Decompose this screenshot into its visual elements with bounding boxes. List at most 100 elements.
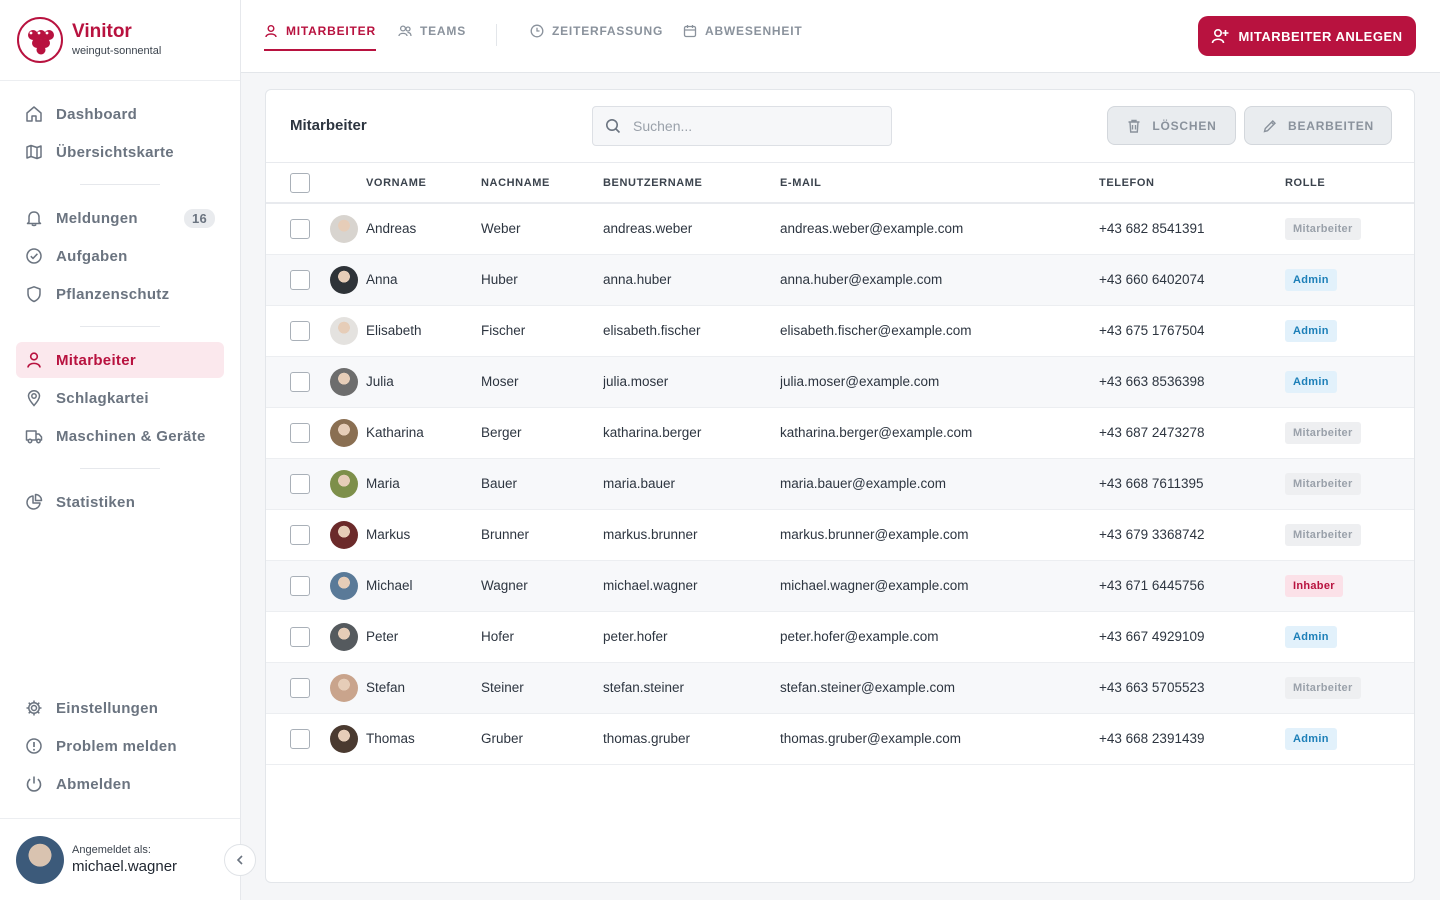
sidebar-item-meldungen[interactable]: Meldungen 16 <box>16 200 224 236</box>
search-box[interactable] <box>592 106 892 146</box>
sidebar-item-mitarbeiter[interactable]: Mitarbeiter <box>16 342 224 378</box>
table-row[interactable]: Anna Huber anna.huber anna.huber@example.co… <box>266 254 1414 305</box>
user-icon <box>25 351 43 369</box>
edit-button[interactable]: BEARBEITEN <box>1244 106 1392 145</box>
sidebar-item-aufgaben[interactable]: Aufgaben <box>16 238 224 274</box>
avatar <box>330 265 358 294</box>
sidebar-item-label: Problem melden <box>56 737 177 755</box>
sidebar-item-label: Übersichtskarte <box>56 143 174 161</box>
select-all-checkbox[interactable] <box>290 172 310 193</box>
sidebar-item-maschinen-geräte[interactable]: Maschinen & Geräte <box>16 418 224 454</box>
row-checkbox[interactable] <box>290 269 310 290</box>
employees-table: VORNAME NACHNAME BENUTZERNAME E-MAIL TEL… <box>266 163 1414 765</box>
tab-label: ABWESENHEIT <box>705 24 803 38</box>
username-cell: stefan.steiner <box>603 680 685 695</box>
users-icon <box>398 24 412 38</box>
sidebar-item-problem-melden[interactable]: Problem melden <box>16 728 224 764</box>
delete-button[interactable]: LÖSCHEN <box>1107 106 1236 145</box>
row-checkbox[interactable] <box>290 728 310 749</box>
sidebar-item-label: Meldungen <box>56 209 138 227</box>
sidebar-item-statistiken[interactable]: Statistiken <box>16 484 224 520</box>
sidebar-item-label: Maschinen & Geräte <box>56 427 206 445</box>
search-icon <box>605 118 621 134</box>
edit-label: BEARBEITEN <box>1287 118 1374 133</box>
sidebar-item-pflanzenschutz[interactable]: Pflanzenschutz <box>16 276 224 312</box>
table-row[interactable]: Peter Hofer peter.hofer peter.hofer@example… <box>266 611 1414 662</box>
table-header-row: VORNAME NACHNAME BENUTZERNAME E-MAIL TEL… <box>266 163 1414 203</box>
column-header-telefon[interactable]: TELEFON <box>1099 176 1155 189</box>
username-cell: maria.bauer <box>603 476 676 491</box>
tab-zeiterfassung[interactable]: ZEITERFASSUNG <box>530 24 663 51</box>
column-header-benutzername[interactable]: BENUTZERNAME <box>603 176 703 189</box>
phone-cell: +43 671 6445756 <box>1099 578 1205 593</box>
last-name-cell: Moser <box>481 374 519 389</box>
first-name-cell: Anna <box>366 272 398 287</box>
column-header-vorname[interactable]: VORNAME <box>366 176 427 189</box>
sidebar-item-übersichtskarte[interactable]: Übersichtskarte <box>16 134 224 170</box>
role-badge: Mitarbeiter <box>1285 217 1361 240</box>
row-checkbox[interactable] <box>290 524 310 545</box>
top-bar: MITARBEITER TEAMS ZEITERFASSUNG ABWESENH… <box>241 0 1440 73</box>
brand[interactable]: Vinitor weingut-sonnental <box>0 0 240 81</box>
table-row[interactable]: Thomas Gruber thomas.gruber thomas.gruber@e… <box>266 713 1414 764</box>
email-cell: elisabeth.fischer@example.com <box>780 323 972 338</box>
row-checkbox[interactable] <box>290 422 310 443</box>
row-checkbox[interactable] <box>290 575 310 596</box>
avatar <box>16 835 64 884</box>
table-row[interactable]: Andreas Weber andreas.weber andreas.weber@e… <box>266 203 1414 254</box>
sidebar-item-abmelden[interactable]: Abmelden <box>16 766 224 802</box>
brand-name: Vinitor <box>72 21 132 42</box>
employees-card: Mitarbeiter LÖSCHEN BEARBEITEN VORNAME N… <box>265 89 1415 883</box>
card-header: Mitarbeiter LÖSCHEN BEARBEITEN <box>266 90 1414 163</box>
role-badge: Mitarbeiter <box>1285 676 1361 699</box>
phone-cell: +43 682 8541391 <box>1099 221 1205 237</box>
avatar <box>330 418 358 447</box>
sidebar-item-einstellungen[interactable]: Einstellungen <box>16 690 224 726</box>
table-row[interactable]: Elisabeth Fischer elisabeth.fischer elisabe… <box>266 305 1414 356</box>
phone-cell: +43 675 1767504 <box>1099 323 1205 338</box>
create-employee-label: MITARBEITER ANLEGEN <box>1238 28 1403 44</box>
sidebar-item-label: Dashboard <box>56 105 138 123</box>
row-checkbox[interactable] <box>290 677 310 698</box>
sidebar-item-label: Mitarbeiter <box>56 351 136 369</box>
column-header-rolle[interactable]: ROLLE <box>1285 176 1326 189</box>
search-input[interactable] <box>633 118 873 134</box>
username-cell: andreas.weber <box>603 221 693 237</box>
collapse-sidebar-button[interactable] <box>224 844 256 876</box>
table-row[interactable]: Katharina Berger katharina.berger katharina… <box>266 407 1414 458</box>
row-checkbox[interactable] <box>290 473 310 494</box>
sidebar-item-dashboard[interactable]: Dashboard <box>16 96 224 132</box>
tab-abwesenheit[interactable]: ABWESENHEIT <box>683 24 802 51</box>
sidebar-item-label: Aufgaben <box>56 247 128 265</box>
avatar <box>330 367 358 396</box>
username-cell: anna.huber <box>603 272 672 287</box>
user-label: Angemeldet als: <box>72 844 151 856</box>
table-row[interactable]: Julia Moser julia.moser julia.moser@example… <box>266 356 1414 407</box>
bell-icon <box>25 209 43 227</box>
sidebar-item-label: Abmelden <box>56 775 131 793</box>
first-name-cell: Andreas <box>366 221 417 237</box>
alert-circle-icon <box>25 737 43 755</box>
row-checkbox[interactable] <box>290 320 310 341</box>
create-employee-button[interactable]: MITARBEITER ANLEGEN <box>1198 16 1416 56</box>
row-checkbox[interactable] <box>290 371 310 392</box>
column-header-nachname[interactable]: NACHNAME <box>481 176 550 189</box>
sidebar-bottom-nav: Einstellungen Problem melden Abmelden <box>16 690 224 804</box>
table-row[interactable]: Markus Brunner markus.brunner markus.brunne… <box>266 509 1414 560</box>
username-cell: markus.brunner <box>603 527 698 542</box>
table-row[interactable]: Maria Bauer maria.bauer maria.bauer@example… <box>266 458 1414 509</box>
email-cell: andreas.weber@example.com <box>780 221 964 237</box>
role-badge: Admin <box>1285 370 1337 393</box>
role-badge: Mitarbeiter <box>1285 523 1361 546</box>
table-row[interactable]: Michael Wagner michael.wagner michael.wagne… <box>266 560 1414 611</box>
row-checkbox[interactable] <box>290 218 310 239</box>
last-name-cell: Wagner <box>481 578 528 593</box>
sidebar-item-schlagkartei[interactable]: Schlagkartei <box>16 380 224 416</box>
row-checkbox[interactable] <box>290 626 310 647</box>
last-name-cell: Bauer <box>481 476 518 491</box>
tab-teams[interactable]: TEAMS <box>398 24 466 51</box>
column-header-email[interactable]: E-MAIL <box>780 176 822 189</box>
table-row[interactable]: Stefan Steiner stefan.steiner stefan.steine… <box>266 662 1414 713</box>
avatar <box>330 316 358 345</box>
tab-mitarbeiter[interactable]: MITARBEITER <box>264 24 376 51</box>
